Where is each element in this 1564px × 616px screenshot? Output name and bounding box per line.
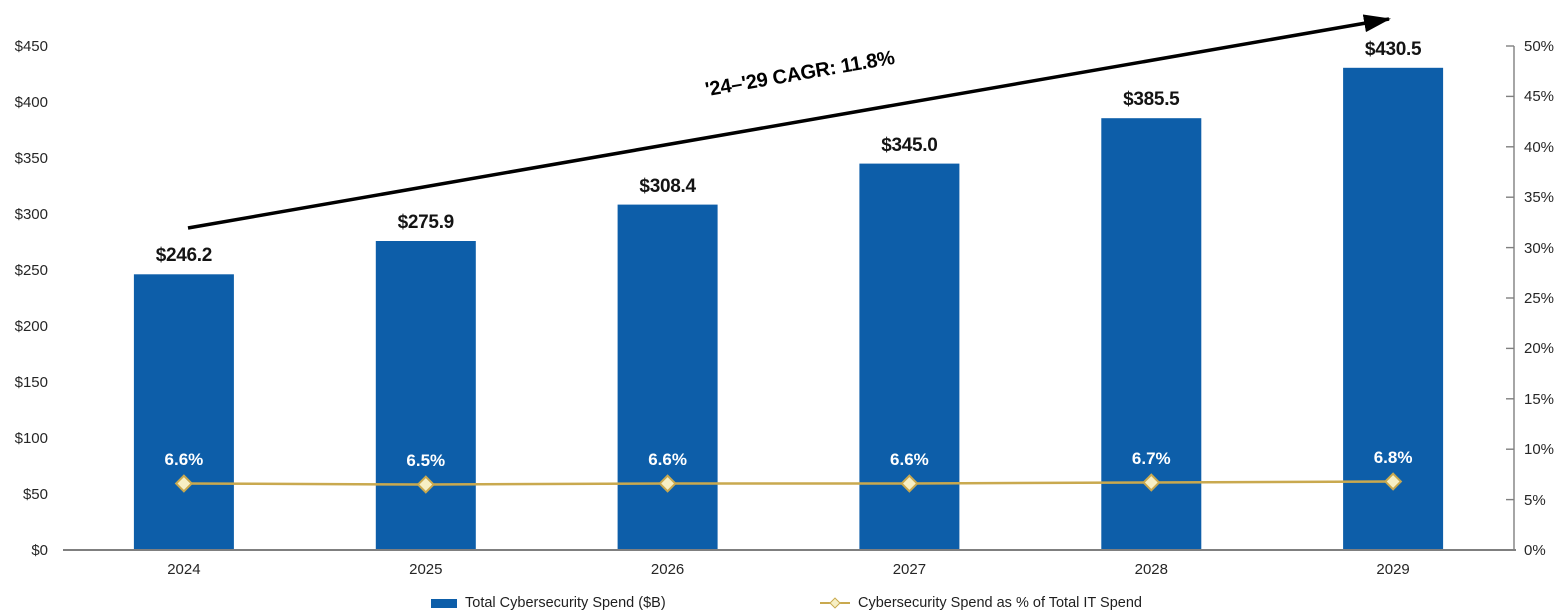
right-axis-tick-label: 0% [1524, 542, 1546, 559]
marker-diamond-2028 [1142, 473, 1161, 492]
bar-legend-label: Total Cybersecurity Spend ($B) [465, 595, 666, 611]
right-axis-tick-label: 5% [1524, 491, 1546, 509]
marker-diamond-2026 [658, 474, 677, 493]
bar-2029 [1343, 67, 1444, 551]
left-axis-tick-label: $400 [14, 94, 48, 111]
growth-arrow [187, 14, 1391, 230]
x-axis-category-label: 2029 [1376, 561, 1410, 578]
line-legend-marker [820, 597, 850, 609]
legend-item-line: Cybersecurity Spend as % of Total IT Spe… [820, 594, 1142, 612]
bar-2024 [133, 274, 234, 550]
right-axis-tick-label: 20% [1524, 340, 1555, 358]
right-axis-tick-label: 15% [1524, 390, 1555, 408]
bar-value-label: $430.5 [1364, 38, 1422, 60]
right-axis-tick-label: 35% [1524, 189, 1555, 207]
left-axis-tick-label: $450 [14, 38, 48, 55]
bar-2025 [375, 241, 476, 550]
x-axis-category-label: 2026 [650, 561, 685, 578]
bar-value-label: $308.4 [639, 175, 696, 197]
right-axis-tick-label: 40% [1524, 138, 1555, 156]
marker-diamond-2027 [900, 474, 919, 493]
left-axis-tick-label: $50 [22, 486, 48, 503]
right-axis-tick-label: 25% [1524, 290, 1555, 307]
marker-diamond-2029 [1383, 472, 1403, 491]
right-axis-tick-label: 10% [1524, 441, 1555, 459]
bar-value-label: $385.5 [1123, 89, 1180, 111]
line-legend-diamond-icon [829, 597, 841, 609]
right-axis-tick-label: 50% [1524, 38, 1555, 55]
line-value-label: 6.6% [648, 449, 687, 469]
x-axis-category-label: 2024 [167, 561, 201, 578]
left-axis-tick-label: $250 [14, 262, 48, 279]
right-axis-tick-label: 45% [1524, 88, 1555, 106]
line-value-label: 6.8% [1373, 447, 1413, 467]
legend-item-bar: Total Cybersecurity Spend ($B) [431, 594, 666, 612]
marker-diamond-2025 [416, 475, 435, 494]
line-value-label: 6.5% [406, 450, 446, 470]
line-legend-label: Cybersecurity Spend as % of Total IT Spe… [858, 595, 1142, 611]
x-axis-category-label: 2027 [892, 561, 927, 578]
bar-value-label: $275.9 [397, 212, 455, 233]
line-value-label: 6.6% [890, 449, 929, 469]
trend-line [183, 480, 1394, 486]
left-axis-tick-label: $300 [14, 206, 48, 223]
marker-diamond-2024 [174, 474, 194, 493]
x-axis-category-label: 2025 [409, 561, 443, 578]
right-axis-tick-label: 30% [1524, 239, 1555, 257]
bar-value-label: $246.2 [155, 245, 213, 267]
x-axis-category-label: 2028 [1134, 561, 1168, 578]
line-value-label: 6.7% [1131, 448, 1171, 468]
left-axis-tick-label: $350 [14, 150, 48, 167]
bar-legend-swatch [431, 598, 457, 608]
left-axis-tick-label: $0 [31, 542, 48, 559]
left-axis-tick-label: $200 [14, 318, 48, 335]
line-value-label: 6.6% [164, 449, 204, 469]
left-axis-tick-label: $150 [14, 374, 48, 391]
bar-value-label: $345.0 [881, 134, 938, 156]
left-axis-tick-label: $100 [14, 430, 48, 447]
